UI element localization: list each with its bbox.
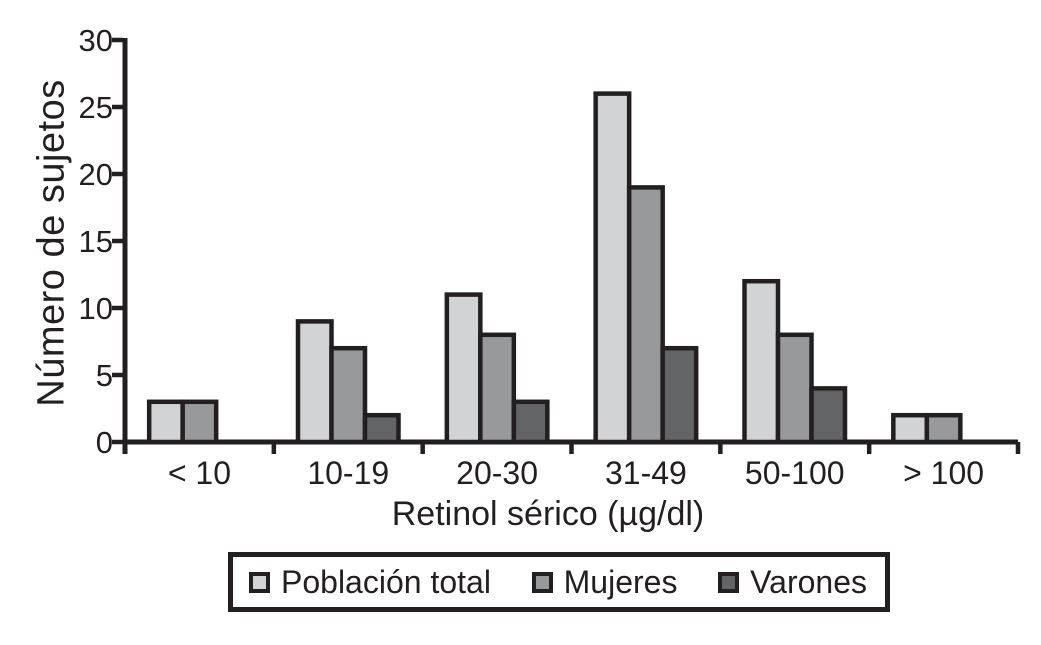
y-tick-label: 25: [79, 90, 113, 125]
varones-label: Varones: [750, 563, 867, 600]
y-tick-label: 30: [79, 23, 113, 58]
bar-mujeres-c3: [626, 185, 665, 445]
legend-item-mujeres: Mujeres: [531, 563, 678, 601]
legend-item-varones: Varones: [718, 564, 867, 601]
y-tick-label: 0: [96, 425, 113, 460]
poblacion-total-label: Población total: [281, 563, 491, 600]
category-label: 50-100: [745, 455, 845, 491]
category-label: 31-49: [605, 455, 687, 491]
y-tick-label: 5: [96, 358, 113, 393]
bar-mujeres-c2: [478, 332, 517, 445]
mujeres-swatch: [531, 571, 553, 593]
bar-mujeres-c1: [329, 345, 368, 445]
bar-poblaci-n-total-c3: [593, 91, 632, 445]
x-axis-title: Retinol sérico (µg/dl): [391, 495, 705, 533]
y-tick-label: 10: [79, 291, 113, 326]
bar-poblaci-n-total-c0: [146, 399, 185, 445]
mujeres-label: Mujeres: [563, 563, 678, 600]
bar-poblaci-n-total-c2: [444, 292, 483, 445]
poblacion-total-swatch: [249, 571, 270, 593]
legend-box: Población total Mujeres Varones: [228, 552, 890, 612]
category-label: 20-30: [456, 455, 538, 491]
bar-mujeres-c0: [180, 399, 219, 445]
bar-poblaci-n-total-c5: [891, 412, 930, 445]
category-label: 10-19: [307, 455, 389, 491]
bar-poblaci-n-total-c1: [295, 319, 334, 445]
varones-swatch: [718, 571, 740, 593]
y-tick-label: 15: [79, 224, 113, 259]
category-label: < 10: [168, 455, 231, 491]
bar-varones-c2: [511, 399, 550, 445]
bar-mujeres-c4: [775, 332, 814, 445]
legend-item-poblacion-total: Población total: [249, 564, 491, 601]
bar-varones-c3: [660, 345, 699, 445]
bar-poblaci-n-total-c4: [742, 278, 781, 445]
y-tick-label: 20: [79, 157, 113, 192]
bar-varones-c4: [809, 386, 848, 445]
bar-chart-plot: 0 5 10 15 20 25 30 < 10 10-19 20-30 31-49 50-100 > 1…: [79, 23, 1021, 491]
category-label: > 100: [903, 455, 984, 491]
bar-varones-c1: [362, 412, 401, 445]
bar-mujeres-c5: [924, 412, 963, 445]
